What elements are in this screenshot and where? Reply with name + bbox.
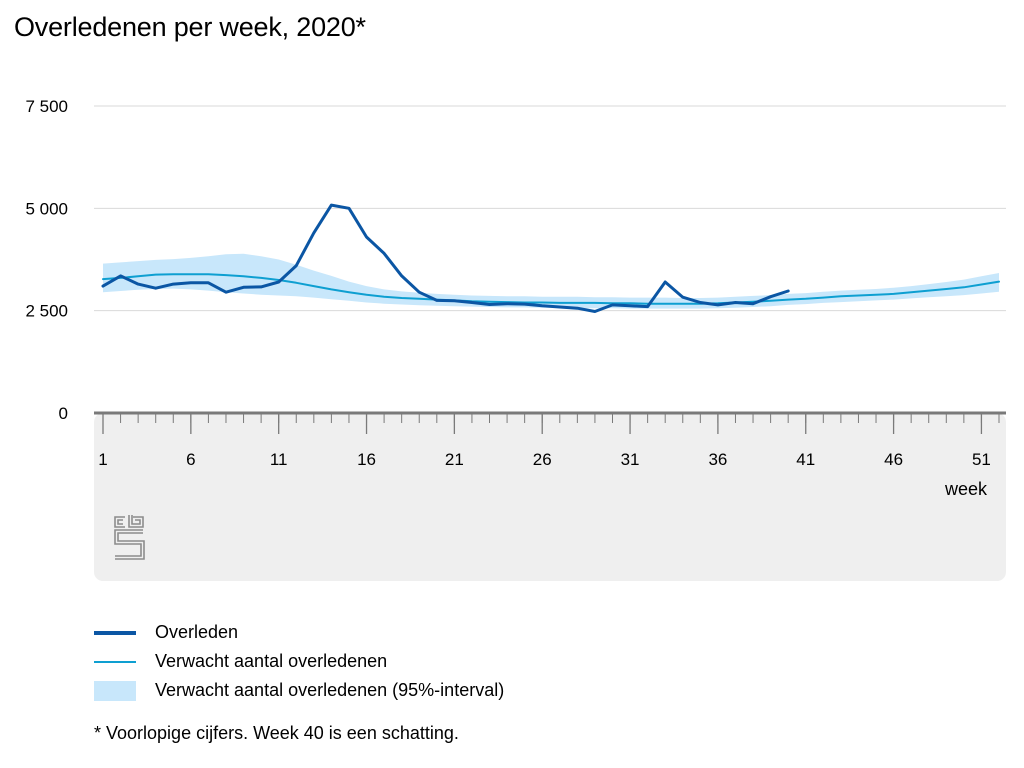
x-tick-label: 11 (270, 450, 288, 469)
y-tick-labels: 0 2 500 5 000 7 500 (25, 97, 68, 423)
y-tick-label: 0 (59, 404, 68, 423)
x-axis: 1 6 11 16 21 26 31 36 41 46 51 (94, 411, 1006, 469)
x-tick-label: 6 (186, 450, 195, 469)
series-line-expected (102, 273, 1000, 305)
interval-band (103, 253, 999, 309)
interval-band-area (103, 253, 999, 309)
x-tick-label: 16 (357, 450, 376, 469)
x-tick-label: 21 (445, 450, 464, 469)
chart-title: Overledenen per week, 2020* (14, 12, 366, 42)
legend-swatch-observed (94, 631, 136, 635)
x-axis-title: week (944, 479, 988, 499)
y-tick-label: 7 500 (25, 97, 68, 116)
y-tick-label: 5 000 (25, 199, 68, 218)
footnote: * Voorlopige cijfers. Week 40 is een sch… (94, 723, 459, 743)
x-tick-label: 41 (796, 450, 815, 469)
axis-panel-background (94, 413, 1006, 581)
y-tick-label: 2 500 (25, 302, 68, 321)
legend-label-interval: Verwacht aantal overledenen (95%-interva… (155, 680, 505, 700)
gridlines (94, 105, 1006, 312)
x-tick-label: 51 (972, 450, 991, 469)
x-tick-label: 1 (98, 450, 107, 469)
legend-swatch-interval (94, 681, 136, 701)
cbs-logo (114, 515, 145, 560)
legend-swatch-expected (94, 661, 136, 663)
series-line-observed (101, 203, 790, 313)
observed-series (101, 203, 790, 313)
legend-label-observed: Overleden (155, 622, 239, 642)
x-tick-label: 26 (533, 450, 552, 469)
x-tick-label: 46 (884, 450, 903, 469)
x-tick-label: 36 (708, 450, 727, 469)
legend-label-expected: Verwacht aantal overledenen (155, 651, 388, 671)
expected-series (102, 273, 1000, 305)
x-tick-label: 31 (621, 450, 640, 469)
